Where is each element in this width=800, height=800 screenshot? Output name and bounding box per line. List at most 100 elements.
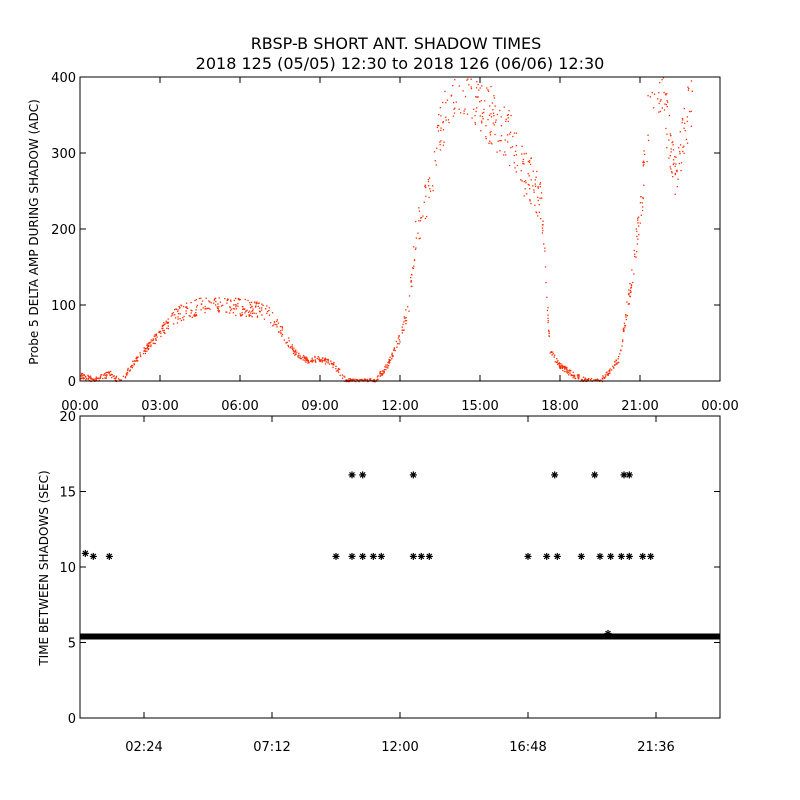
shadow-amp-point bbox=[139, 352, 141, 354]
shadow-amp-point bbox=[490, 85, 492, 88]
shadow-amp-point bbox=[483, 108, 485, 111]
shadow-amp-point bbox=[152, 342, 154, 344]
shadow-amp-point bbox=[143, 350, 145, 352]
shadow-amp-point bbox=[638, 233, 640, 236]
shadow-amp-point bbox=[148, 345, 150, 348]
shadow-amp-point bbox=[229, 312, 231, 314]
interval-point bbox=[409, 471, 417, 479]
shadow-amp-point bbox=[476, 81, 478, 83]
shadow-amp-point bbox=[577, 376, 579, 379]
shadow-amp-point bbox=[474, 123, 477, 125]
shadow-amp-point bbox=[515, 132, 518, 134]
shadow-amp-point bbox=[622, 328, 624, 331]
shadow-amp-point bbox=[327, 359, 329, 361]
shadow-amp-point bbox=[294, 350, 296, 353]
shadow-amp-point bbox=[424, 184, 427, 186]
shadow-amp-point bbox=[438, 113, 440, 116]
shadow-amp-point bbox=[676, 185, 679, 188]
shadow-amp-point bbox=[561, 364, 563, 366]
interval-point bbox=[359, 471, 367, 479]
shadow-amp-point bbox=[103, 373, 106, 375]
shadow-amp-point bbox=[92, 379, 94, 382]
shadow-amp-point bbox=[220, 305, 223, 307]
shadow-amp-point bbox=[328, 363, 331, 365]
shadow-amp-point bbox=[397, 337, 400, 339]
shadow-amp-point bbox=[440, 127, 442, 129]
shadow-amp-point bbox=[360, 379, 362, 381]
shadow-amp-point bbox=[204, 305, 206, 308]
shadow-amp-point bbox=[292, 350, 295, 352]
shadow-amp-point bbox=[479, 87, 481, 89]
interval-point bbox=[625, 552, 633, 560]
shadow-amp-point bbox=[670, 148, 672, 150]
top-x-tick-label: 06:00 bbox=[221, 399, 258, 414]
shadow-amp-point bbox=[82, 374, 84, 377]
shadow-amp-point bbox=[107, 371, 110, 373]
shadow-amp-point bbox=[620, 349, 622, 351]
shadow-amp-point bbox=[545, 281, 547, 284]
shadow-amp-point bbox=[250, 314, 252, 317]
shadow-amp-point bbox=[251, 312, 254, 315]
shadow-amp-point bbox=[250, 301, 253, 304]
shadow-amp-point bbox=[547, 306, 549, 309]
shadow-amp-point bbox=[561, 365, 563, 367]
shadow-amp-point bbox=[232, 312, 235, 314]
shadow-amp-point bbox=[507, 113, 509, 116]
top-x-tick-label: 12:00 bbox=[381, 399, 418, 414]
shadow-amp-point bbox=[106, 374, 108, 376]
shadow-amp-point bbox=[530, 157, 532, 160]
shadow-amp-point bbox=[182, 317, 184, 319]
shadow-amp-point bbox=[196, 304, 199, 307]
shadow-amp-point bbox=[110, 373, 112, 375]
shadow-amp-point bbox=[622, 339, 624, 341]
shadow-amp-point bbox=[637, 217, 639, 219]
shadow-amp-point bbox=[685, 138, 688, 141]
shadow-amp-point bbox=[386, 364, 389, 366]
shadow-amp-point bbox=[124, 377, 127, 379]
shadow-amp-point bbox=[492, 112, 495, 114]
shadow-amp-point bbox=[209, 301, 211, 303]
shadow-amp-point bbox=[380, 374, 382, 376]
shadow-amp-point bbox=[470, 86, 472, 88]
shadow-amp-point bbox=[401, 329, 403, 331]
shadow-amp-point bbox=[616, 363, 618, 365]
shadow-amp-point bbox=[481, 85, 483, 87]
shadow-amp-point bbox=[285, 342, 287, 344]
shadow-amp-point bbox=[513, 132, 516, 134]
shadow-amp-point bbox=[520, 170, 522, 172]
shadow-amp-point bbox=[512, 135, 514, 138]
shadow-amp-point bbox=[634, 255, 636, 258]
shadow-amp-point bbox=[318, 357, 320, 359]
shadow-amp-point bbox=[258, 302, 260, 304]
shadow-amp-point bbox=[191, 316, 193, 318]
shadow-amp-point bbox=[251, 316, 253, 318]
shadow-amp-point bbox=[672, 141, 674, 143]
shadow-amp-point bbox=[621, 345, 623, 347]
shadow-amp-point bbox=[507, 134, 509, 136]
shadow-amp-point bbox=[303, 356, 306, 359]
shadow-amp-point bbox=[534, 183, 536, 185]
shadow-amp-point bbox=[474, 114, 476, 117]
shadow-amp-point bbox=[346, 379, 349, 381]
shadow-amp-point bbox=[683, 127, 685, 129]
shadow-amp-point bbox=[624, 324, 626, 327]
shadow-amp-point bbox=[233, 308, 236, 310]
shadow-amp-point bbox=[266, 312, 268, 315]
shadow-amp-point bbox=[522, 160, 524, 163]
shadow-amp-point bbox=[678, 147, 680, 149]
shadow-amp-point bbox=[214, 304, 217, 306]
shadow-amp-point bbox=[628, 303, 630, 305]
shadow-amp-point bbox=[268, 307, 270, 309]
shadow-amp-point bbox=[217, 308, 219, 310]
interval-point bbox=[377, 552, 385, 560]
shadow-amp-point bbox=[663, 91, 665, 94]
shadow-amp-point bbox=[218, 297, 220, 299]
shadow-amp-point bbox=[307, 362, 309, 364]
shadow-amp-point bbox=[332, 366, 334, 369]
shadow-amp-point bbox=[532, 170, 534, 172]
shadow-amp-point bbox=[493, 124, 495, 126]
shadow-amp-point bbox=[564, 368, 566, 370]
shadow-amp-point bbox=[115, 377, 117, 379]
shadow-amp-point bbox=[521, 180, 523, 182]
shadow-amp-point bbox=[356, 379, 359, 381]
